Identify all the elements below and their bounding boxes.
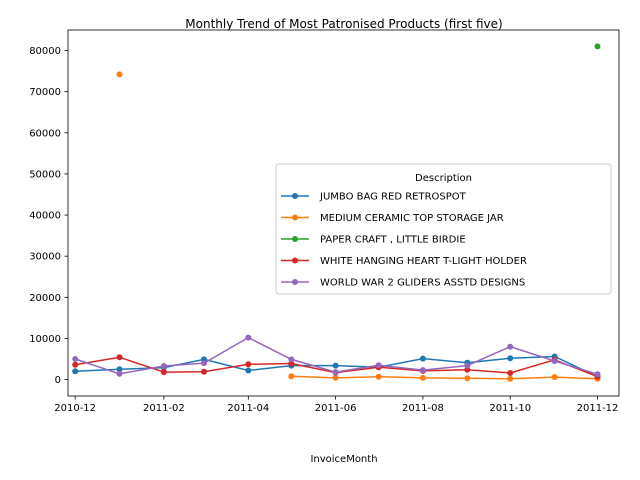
y-tick-label: 40000: [29, 211, 61, 222]
y-tick-label: 0: [55, 375, 61, 386]
legend-box: [275, 163, 612, 295]
x-tick-label: 2011-04: [227, 403, 269, 414]
data-point: [419, 355, 426, 362]
data-point: [288, 360, 295, 367]
plot-area: [72, 43, 601, 382]
data-point: [332, 362, 339, 369]
data-point: [160, 369, 167, 376]
data-point: [507, 375, 514, 382]
series-3: [594, 43, 601, 50]
data-point: [594, 43, 601, 50]
legend-items: JUMBO BAG RED RETROSPOT MEDIUM CERAMIC TO…: [281, 192, 527, 289]
data-point: [245, 361, 252, 368]
data-point: [464, 366, 471, 373]
legend-label: PAPER CRAFT , LITTLE BIRDIE: [320, 235, 466, 246]
x-tick-label: 2010-12: [54, 403, 96, 414]
legend-title: Description: [415, 173, 472, 184]
data-point: [245, 334, 252, 341]
series-line: [291, 375, 598, 380]
data-point: [332, 374, 339, 381]
y-tick-label: 70000: [29, 87, 61, 98]
data-point: [201, 360, 207, 367]
x-axis: 2010-12 2011-02 2011-04 2011-06 2011-08 2011-…: [54, 396, 618, 414]
data-point: [419, 367, 426, 374]
legend-swatch-marker: [292, 193, 298, 199]
legend-swatch-marker: [292, 236, 298, 242]
data-point: [201, 368, 207, 375]
data-point: [72, 368, 79, 375]
data-point: [551, 374, 558, 381]
legend: Description JUMBO BAG RED RETROSPOT MEDIU…: [275, 163, 612, 295]
data-point: [288, 373, 295, 380]
data-point: [507, 370, 514, 376]
data-point: [464, 375, 471, 382]
y-tick-label: 20000: [29, 293, 61, 304]
data-point: [288, 356, 295, 363]
data-point: [507, 355, 514, 362]
data-point: [419, 374, 426, 381]
legend-swatch-marker: [292, 279, 298, 285]
legend-label: WHITE HANGING HEART T-LIGHT HOLDER: [320, 256, 527, 267]
chart-title: Monthly Trend of Most Patronised Product…: [185, 17, 502, 31]
data-point: [375, 362, 382, 369]
data-point: [116, 370, 123, 377]
data-point: [332, 369, 339, 376]
series-5: [72, 334, 601, 378]
data-point: [116, 354, 123, 361]
data-point: [160, 363, 167, 369]
legend-label: WORLD WAR 2 GLIDERS ASSTD DESIGNS: [320, 278, 525, 289]
legend-swatch-marker: [292, 214, 298, 221]
legend-swatch-marker: [292, 257, 298, 264]
x-axis-label: InvoiceMonth: [310, 454, 377, 465]
y-tick-label: 80000: [29, 46, 61, 57]
y-tick-label: 60000: [29, 128, 61, 139]
y-tick-label: 50000: [29, 169, 61, 180]
legend-label: MEDIUM CERAMIC TOP STORAGE JAR: [320, 213, 504, 224]
data-point: [464, 362, 471, 369]
data-point: [72, 361, 79, 368]
x-tick-label: 2011-10: [489, 403, 531, 414]
data-point: [116, 366, 123, 373]
y-axis: 0 10000 20000 30000 40000 50000 60000 70000 8000…: [29, 46, 68, 386]
x-tick-label: 2011-06: [315, 403, 357, 414]
data-point: [375, 373, 382, 380]
legend-label: JUMBO BAG RED RETROSPOT: [319, 192, 467, 203]
data-point: [116, 71, 123, 78]
plot-frame: [67, 29, 620, 397]
data-point: [245, 367, 252, 374]
data-point: [72, 356, 79, 362]
y-tick-label: 10000: [29, 334, 61, 345]
data-point: [594, 371, 601, 378]
x-tick-label: 2011-12: [577, 403, 619, 414]
x-tick-label: 2011-02: [143, 403, 185, 414]
data-point: [507, 343, 514, 350]
x-tick-label: 2011-08: [402, 403, 444, 414]
data-point: [551, 358, 558, 364]
y-tick-label: 30000: [29, 252, 61, 263]
